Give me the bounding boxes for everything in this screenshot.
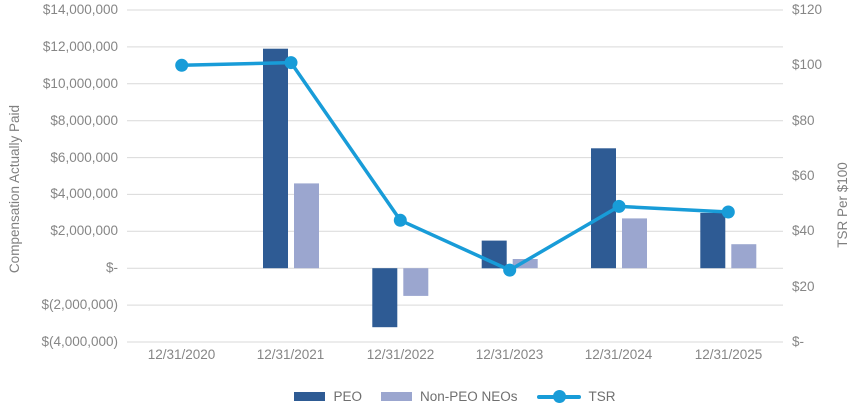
legend-label: PEO	[333, 389, 362, 404]
left-axis-tick: $(4,000,000)	[41, 334, 118, 349]
x-axis-label: 12/31/2021	[256, 347, 325, 362]
tsr-point	[393, 213, 407, 227]
legend-label: TSR	[588, 389, 616, 404]
tsr-point	[721, 205, 735, 219]
right-axis-tick: $20	[792, 279, 815, 294]
right-axis-tick: $120	[792, 2, 823, 17]
x-axis-label: 12/31/2024	[584, 347, 653, 362]
peo-bar	[372, 268, 398, 328]
non-peo-neos-bar	[294, 183, 319, 269]
non-peo-neos-bar	[622, 218, 647, 269]
left-axis-tick: $6,000,000	[50, 150, 118, 165]
tsr-point	[284, 56, 298, 70]
left-axis-tick: $10,000,000	[42, 76, 118, 91]
non-peo-neos-bar	[731, 244, 757, 269]
left-axis-tick: $14,000,000	[42, 2, 118, 17]
right-axis-tick: $60	[792, 168, 815, 183]
legend-dot-icon	[552, 390, 566, 403]
left-axis-tick: $-	[105, 260, 118, 275]
left-axis-tick: $(2,000,000)	[41, 297, 118, 312]
right-axis-title: TSR Per $100	[835, 162, 850, 248]
legend-label: Non-PEO NEOs	[419, 389, 518, 404]
non-peo-neos-bar	[512, 259, 538, 269]
legend-line-marker-icon	[536, 390, 581, 403]
legend-bar-swatch-icon	[380, 392, 412, 401]
tsr-point	[503, 263, 517, 277]
peo-bar	[263, 48, 288, 269]
left-axis-tick: $8,000,000	[50, 113, 118, 128]
tsr-line	[179, 60, 731, 272]
legend-item-non-peo-neos: Non-PEO NEOs	[380, 389, 518, 404]
right-axis-tick: $80	[792, 113, 815, 128]
peo-bar	[700, 212, 726, 269]
right-axis-tick: $40	[792, 223, 815, 238]
right-axis-tick: $-	[792, 334, 805, 349]
tsr-point	[175, 58, 189, 72]
x-axis-label: 12/31/2022	[366, 347, 435, 362]
tsr-point	[612, 199, 626, 213]
left-axis-tick: $12,000,000	[42, 39, 118, 54]
right-axis-tick: $100	[792, 57, 823, 72]
legend: PEO Non-PEO NEOs TSR	[127, 389, 783, 404]
left-axis-tick: $2,000,000	[50, 223, 118, 238]
legend-item-peo: PEO	[294, 389, 362, 404]
non-peo-neos-bar	[403, 268, 429, 296]
legend-bar-swatch-icon	[294, 392, 326, 401]
legend-item-tsr: TSR	[536, 389, 616, 404]
x-axis-label: 12/31/2025	[694, 347, 763, 362]
x-axis-label: 12/31/2020	[147, 347, 216, 362]
left-axis-tick: $4,000,000	[50, 186, 118, 201]
peo-bar	[591, 148, 616, 269]
x-axis-label: 12/31/2023	[475, 347, 544, 362]
